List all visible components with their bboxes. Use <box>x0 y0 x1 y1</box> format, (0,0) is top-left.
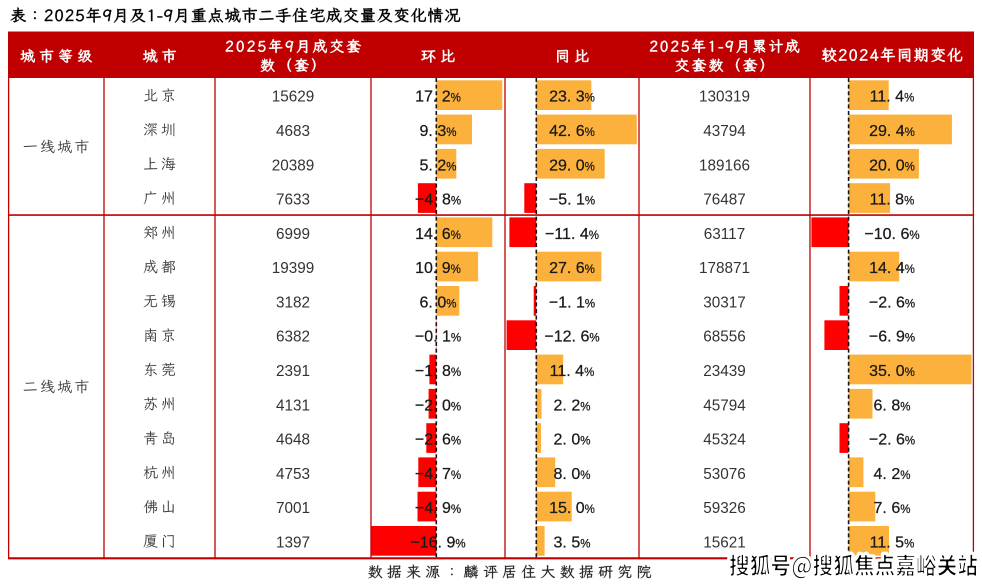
svg-text:3. 5%: 3. 5% <box>554 535 591 552</box>
svg-text:45794: 45794 <box>703 397 746 414</box>
svg-text:14. 4%: 14. 4% <box>869 260 915 277</box>
svg-text:63117: 63117 <box>704 226 745 243</box>
svg-text:−0. 1%: −0. 1% <box>415 329 461 346</box>
svg-text:4. 2%: 4. 2% <box>874 466 911 483</box>
svg-text:30317: 30317 <box>703 295 746 312</box>
svg-text:6999: 6999 <box>276 226 310 243</box>
svg-text:7001: 7001 <box>276 500 310 517</box>
svg-text:−2. 6%: −2. 6% <box>415 432 461 449</box>
svg-text:178871: 178871 <box>699 260 750 277</box>
svg-text:4131: 4131 <box>276 397 310 414</box>
svg-text:53076: 53076 <box>703 466 746 483</box>
svg-text:2. 2%: 2. 2% <box>554 397 591 414</box>
svg-text:45324: 45324 <box>703 432 746 449</box>
svg-text:6. 0%: 6. 0% <box>420 295 457 312</box>
svg-text:4753: 4753 <box>276 466 310 483</box>
svg-text:2. 0%: 2. 0% <box>554 432 591 449</box>
svg-text:−5. 1%: −5. 1% <box>549 192 595 209</box>
svg-text:3182: 3182 <box>276 295 310 312</box>
svg-text:−1. 8%: −1. 8% <box>415 363 461 380</box>
svg-text:19399: 19399 <box>272 260 315 277</box>
svg-text:−4. 9%: −4. 9% <box>415 500 461 517</box>
svg-text:59326: 59326 <box>703 500 746 517</box>
svg-text:14. 6%: 14. 6% <box>415 226 461 243</box>
svg-text:−16. 9%: −16. 9% <box>410 535 465 552</box>
svg-text:2391: 2391 <box>276 363 310 380</box>
svg-text:6. 8%: 6. 8% <box>874 397 911 414</box>
svg-text:5. 2%: 5. 2% <box>420 157 457 174</box>
svg-text:11. 4%: 11. 4% <box>870 89 915 106</box>
svg-text:−2. 6%: −2. 6% <box>869 432 915 449</box>
svg-text:29. 0%: 29. 0% <box>549 157 595 174</box>
svg-text:−6. 9%: −6. 9% <box>869 329 915 346</box>
svg-text:7. 6%: 7. 6% <box>874 500 911 517</box>
svg-text:7633: 7633 <box>276 192 310 209</box>
svg-text:9. 3%: 9. 3% <box>420 123 457 140</box>
svg-text:42. 6%: 42. 6% <box>549 123 595 140</box>
svg-text:76487: 76487 <box>703 192 746 209</box>
svg-text:20. 0%: 20. 0% <box>869 157 915 174</box>
svg-text:68556: 68556 <box>703 329 746 346</box>
svg-text:4683: 4683 <box>276 123 310 140</box>
svg-text:6382: 6382 <box>276 329 310 346</box>
svg-text:8. 0%: 8. 0% <box>554 466 591 483</box>
svg-text:4648: 4648 <box>276 432 310 449</box>
svg-text:130319: 130319 <box>699 89 750 106</box>
svg-text:10. 9%: 10. 9% <box>415 260 461 277</box>
svg-text:27. 6%: 27. 6% <box>549 260 595 277</box>
svg-text:11. 4%: 11. 4% <box>550 363 595 380</box>
svg-text:11. 5%: 11. 5% <box>870 535 915 552</box>
svg-text:17. 2%: 17. 2% <box>415 89 461 106</box>
svg-text:−4. 7%: −4. 7% <box>415 466 461 483</box>
svg-text:43794: 43794 <box>703 123 746 140</box>
svg-text:−2. 0%: −2. 0% <box>415 397 461 414</box>
svg-text:29. 4%: 29. 4% <box>869 123 915 140</box>
svg-text:−2. 6%: −2. 6% <box>869 295 915 312</box>
svg-text:35. 0%: 35. 0% <box>869 363 915 380</box>
svg-text:1397: 1397 <box>276 535 310 552</box>
svg-text:−11. 4%: −11. 4% <box>545 226 599 243</box>
svg-text:11. 8%: 11. 8% <box>870 192 915 209</box>
svg-text:−4. 8%: −4. 8% <box>415 192 461 209</box>
svg-text:−10. 6%: −10. 6% <box>864 226 919 243</box>
svg-text:−1. 1%: −1. 1% <box>549 295 595 312</box>
svg-text:15629: 15629 <box>272 89 315 106</box>
svg-text:23439: 23439 <box>703 363 746 380</box>
svg-text:20389: 20389 <box>272 157 315 174</box>
svg-text:15621: 15621 <box>703 535 746 552</box>
svg-text:15. 0%: 15. 0% <box>549 500 595 517</box>
svg-text:−12. 6%: −12. 6% <box>544 329 599 346</box>
svg-text:23. 3%: 23. 3% <box>549 89 595 106</box>
svg-text:189166: 189166 <box>699 157 750 174</box>
